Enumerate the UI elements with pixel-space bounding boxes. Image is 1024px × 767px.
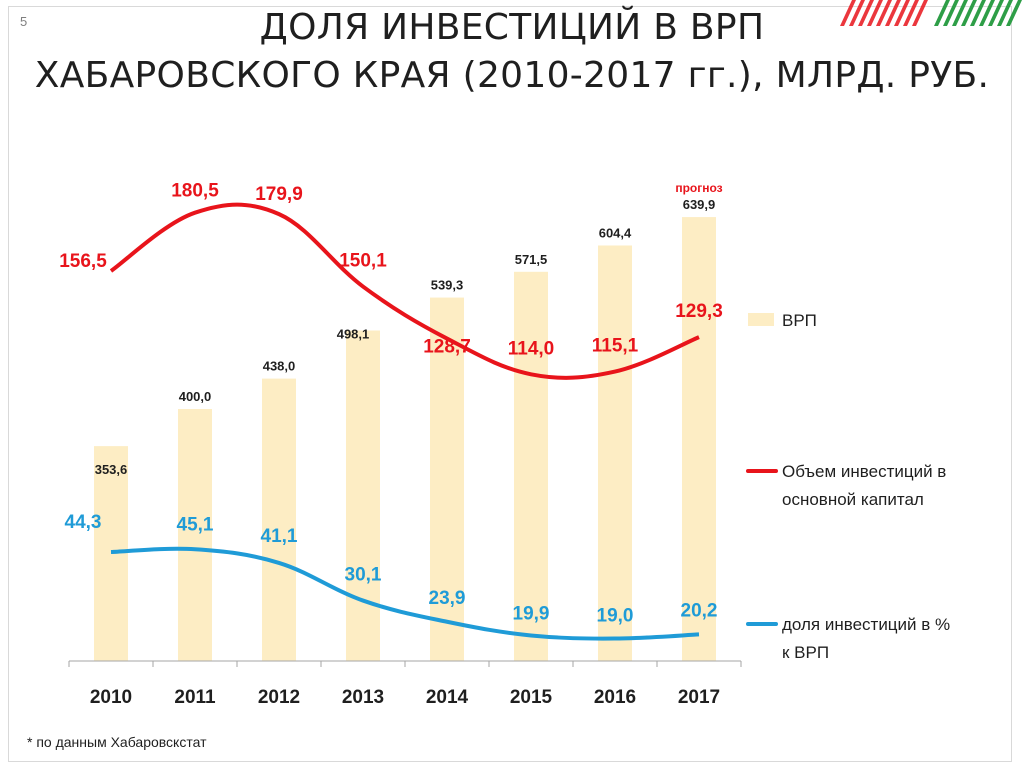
x-tick-label: 2012 xyxy=(258,687,300,708)
x-tick-label: 2010 xyxy=(90,687,132,708)
legend-label-vrp: ВРП xyxy=(782,311,817,330)
deco-stripe-red xyxy=(867,0,883,26)
deco-stripe-green xyxy=(943,0,959,26)
investment-value-label: 129,3 xyxy=(675,301,723,322)
x-tick-label: 2011 xyxy=(174,687,216,708)
deco-stripe-red xyxy=(840,0,856,26)
deco-stripe-red xyxy=(903,0,919,26)
bar-value-label: 639,9 xyxy=(683,197,716,212)
investment-value-label: 115,1 xyxy=(592,336,639,357)
bar-vrp xyxy=(346,330,380,661)
title-line-2: ХАБАРОВСКОГО КРАЯ (2010-2017 гг.), МЛРД.… xyxy=(34,55,990,96)
bar-value-label: 604,4 xyxy=(599,225,632,240)
bar-vrp xyxy=(682,217,716,661)
deco-stripe-red xyxy=(876,0,892,26)
investment-value-label: 156,5 xyxy=(59,251,107,272)
share-value-label: 20,2 xyxy=(681,600,718,621)
x-tick-label: 2014 xyxy=(426,687,469,708)
deco-stripe-red xyxy=(849,0,865,26)
share-value-label: 41,1 xyxy=(261,526,298,547)
legend-label-investments: Объем инвестиций в основной капитал xyxy=(782,462,946,509)
share-value-label: 23,9 xyxy=(429,588,466,609)
bar-vrp xyxy=(262,378,296,661)
bar-value-label: 498,1 xyxy=(337,327,370,342)
title-line-1: ДОЛЯ ИНВЕСТИЦИЙ В ВРП xyxy=(259,7,765,48)
deco-stripe-red xyxy=(894,0,910,26)
share-value-label: 30,1 xyxy=(345,565,382,586)
corner-stripes-decoration xyxy=(840,0,1022,26)
investment-value-label: 114,0 xyxy=(508,338,555,359)
deco-stripe-green xyxy=(961,0,977,26)
legend-label-share: доля инвестиций в % к ВРП xyxy=(782,615,950,662)
slide-frame xyxy=(8,6,1012,762)
share-value-label: 45,1 xyxy=(177,514,214,535)
bar-vrp xyxy=(94,446,128,661)
bar-vrp xyxy=(430,297,464,661)
deco-stripe-red xyxy=(912,0,928,26)
deco-stripe-red xyxy=(885,0,901,26)
deco-stripe-red xyxy=(858,0,874,26)
deco-stripe-green xyxy=(997,0,1013,26)
deco-stripe-green xyxy=(952,0,968,26)
investment-value-label: 179,9 xyxy=(255,184,303,205)
deco-stripe-green xyxy=(988,0,1004,26)
x-tick-label: 2016 xyxy=(594,687,636,708)
line-share xyxy=(110,546,700,641)
investment-value-label: 128,7 xyxy=(423,337,471,358)
investment-value-label: 180,5 xyxy=(171,181,219,202)
bar-vrp xyxy=(598,245,632,662)
x-tick-label: 2013 xyxy=(342,687,384,708)
slide-number: 5 xyxy=(20,14,28,29)
x-tick-label: 2017 xyxy=(678,687,720,708)
bar-vrp xyxy=(514,271,548,661)
share-value-label: 44,3 xyxy=(65,512,102,533)
legend-swatch-vrp xyxy=(748,313,774,326)
deco-stripe-green xyxy=(979,0,995,26)
bar-vrp xyxy=(178,409,212,661)
deco-stripe-green xyxy=(1006,0,1022,26)
bar-value-label: 571,5 xyxy=(515,252,548,267)
bar-value-label: 400,0 xyxy=(179,389,212,404)
deco-stripe-green xyxy=(934,0,950,26)
share-value-label: 19,9 xyxy=(513,603,550,624)
bar-value-label: 438,0 xyxy=(263,359,296,374)
x-tick-label: 2015 xyxy=(510,687,553,708)
footnote: * по данным Хабаровскстат xyxy=(27,734,207,750)
deco-stripe-green xyxy=(970,0,986,26)
bar-value-label: 539,3 xyxy=(431,278,464,293)
page-title: ДОЛЯ ИНВЕСТИЦИЙ В ВРП ХАБАРОВСКОГО КРАЯ … xyxy=(0,4,1024,100)
forecast-annotation: прогноз xyxy=(675,181,722,195)
line-investments xyxy=(109,202,700,380)
bar-value-label: 353,6 xyxy=(95,462,128,477)
share-value-label: 19,0 xyxy=(597,606,634,627)
investment-value-label: 150,1 xyxy=(339,251,387,272)
